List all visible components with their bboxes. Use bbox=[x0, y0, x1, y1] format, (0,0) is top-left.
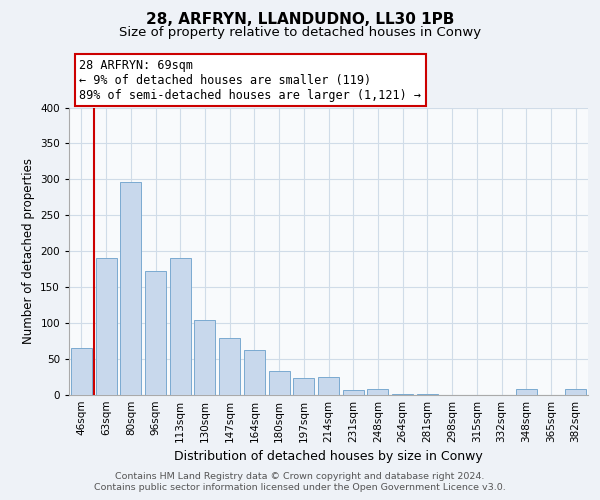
Bar bbox=[392, 394, 413, 395]
Bar bbox=[516, 389, 537, 395]
Text: Contains public sector information licensed under the Open Government Licence v3: Contains public sector information licen… bbox=[94, 483, 506, 492]
Bar bbox=[145, 272, 166, 395]
Text: Contains HM Land Registry data © Crown copyright and database right 2024.: Contains HM Land Registry data © Crown c… bbox=[115, 472, 485, 481]
Bar bbox=[318, 377, 339, 395]
X-axis label: Distribution of detached houses by size in Conwy: Distribution of detached houses by size … bbox=[174, 450, 483, 464]
Text: 28 ARFRYN: 69sqm
← 9% of detached houses are smaller (119)
89% of semi-detached : 28 ARFRYN: 69sqm ← 9% of detached houses… bbox=[79, 59, 421, 102]
Bar bbox=[293, 378, 314, 395]
Bar bbox=[343, 390, 364, 395]
Bar bbox=[565, 389, 586, 395]
Bar bbox=[269, 370, 290, 395]
Bar bbox=[367, 389, 388, 395]
Bar bbox=[194, 320, 215, 395]
Bar bbox=[170, 258, 191, 395]
Bar bbox=[95, 258, 116, 395]
Y-axis label: Number of detached properties: Number of detached properties bbox=[22, 158, 35, 344]
Text: Size of property relative to detached houses in Conwy: Size of property relative to detached ho… bbox=[119, 26, 481, 39]
Bar bbox=[417, 394, 438, 395]
Bar bbox=[219, 338, 240, 395]
Bar bbox=[120, 182, 141, 395]
Bar bbox=[244, 350, 265, 395]
Bar bbox=[71, 348, 92, 395]
Text: 28, ARFRYN, LLANDUDNO, LL30 1PB: 28, ARFRYN, LLANDUDNO, LL30 1PB bbox=[146, 12, 454, 28]
